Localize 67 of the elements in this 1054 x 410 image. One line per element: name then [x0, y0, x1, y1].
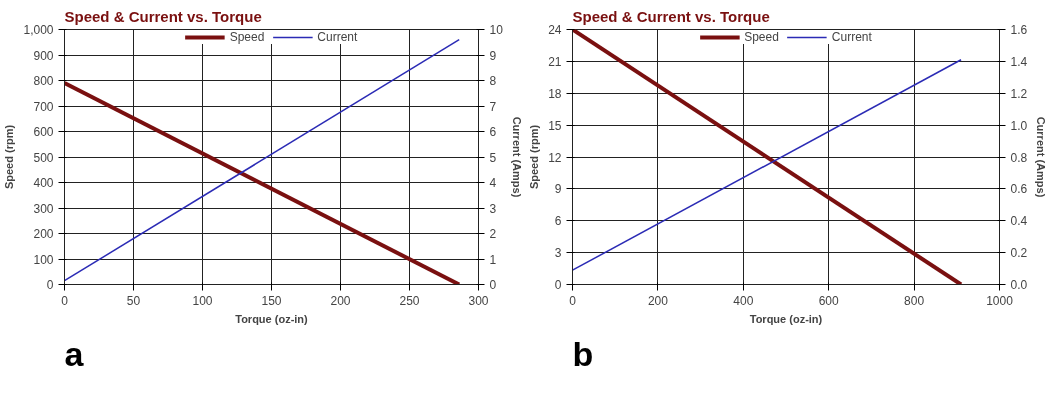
y-tick-label: 900	[33, 48, 54, 63]
y-tick-label: 21	[548, 54, 562, 69]
y-tick-label: 3	[554, 246, 562, 261]
x-tick-label: 400	[733, 293, 754, 308]
y2-tick-label: 1.0	[1010, 118, 1028, 133]
y2-tick-label: 0.2	[1010, 246, 1028, 261]
y2-tick-label: 1	[489, 252, 497, 267]
y2-tick-label: 9	[489, 48, 497, 63]
text: a	[64, 334, 85, 373]
y-tick-label: 700	[33, 99, 54, 114]
y2-tick-label: 0.0	[1010, 278, 1028, 292]
legend-label: Speed	[229, 30, 265, 44]
y2-tick-label: 1.6	[1010, 23, 1028, 37]
y-tick-label: 800	[33, 74, 54, 88]
x-tick-label: 250	[399, 293, 420, 308]
y2-tick-label: 3	[489, 201, 497, 216]
y2-tick-label: 6	[489, 125, 497, 139]
y2-tick-label: 0.6	[1010, 182, 1028, 197]
x-tick-label: 0	[61, 293, 69, 308]
x-tick-label: 50	[126, 293, 141, 308]
y2-tick-label: 0	[489, 278, 497, 292]
x-tick-label: 0	[569, 293, 577, 308]
y-tick-label: 6	[554, 214, 562, 229]
x-tick-label: 200	[647, 293, 669, 308]
x-tick-label: 800	[904, 293, 925, 308]
x-tick-label: 600	[818, 293, 840, 308]
x-tick-label: 200	[330, 293, 351, 308]
y2-axis-title: Current (Amps)	[510, 116, 523, 198]
legend-label: Current	[831, 30, 872, 44]
y-tick-label: 24	[548, 23, 562, 37]
y-tick-label: 200	[33, 227, 54, 241]
y-tick-label: 0	[46, 278, 54, 292]
x-tick-label: 150	[261, 293, 282, 308]
y-axis-title: Speed (rpm)	[3, 124, 16, 190]
y-tick-label: 400	[33, 176, 54, 190]
y2-tick-label: 0.4	[1010, 214, 1028, 229]
chart-title: Speed & Current vs. Torque	[64, 7, 262, 25]
chart-title: Speed & Current vs. Torque	[572, 7, 770, 25]
y2-tick-label: 1.4	[1010, 54, 1028, 69]
x-tick-label: 300	[468, 293, 489, 308]
y-tick-label: 500	[33, 150, 54, 165]
y2-tick-label: 2	[489, 227, 497, 241]
y2-axis-title: Current (Amps)	[1035, 116, 1048, 198]
x-tick-label: 100	[192, 293, 213, 308]
y-tick-label: 0	[554, 278, 562, 292]
y-tick-label: 600	[33, 125, 54, 139]
y2-tick-label: 7	[489, 99, 497, 114]
y2-tick-label: 0.8	[1010, 150, 1028, 165]
legend-label: Current	[317, 30, 358, 44]
y2-tick-label: 10	[489, 23, 504, 37]
y-tick-label: 15	[548, 118, 562, 133]
x-axis-title: Torque (oz-in)	[749, 312, 823, 325]
y-tick-label: 18	[548, 86, 562, 101]
x-axis-title: Torque (oz-in)	[235, 312, 309, 325]
y2-tick-label: 5	[489, 150, 497, 165]
y-tick-label: 1,000	[23, 23, 54, 37]
text: b	[572, 334, 594, 373]
y-tick-label: 12	[548, 150, 562, 165]
y-tick-label: 9	[554, 182, 562, 197]
y-tick-label: 100	[33, 252, 54, 267]
x-tick-label: 1000	[986, 293, 1014, 308]
y-tick-label: 300	[33, 201, 54, 216]
y-axis-title: Speed (rpm)	[528, 124, 541, 190]
y2-tick-label: 1.2	[1010, 86, 1028, 101]
y2-tick-label: 4	[489, 176, 497, 190]
legend-label: Speed	[744, 30, 779, 44]
y2-tick-label: 8	[489, 74, 497, 88]
